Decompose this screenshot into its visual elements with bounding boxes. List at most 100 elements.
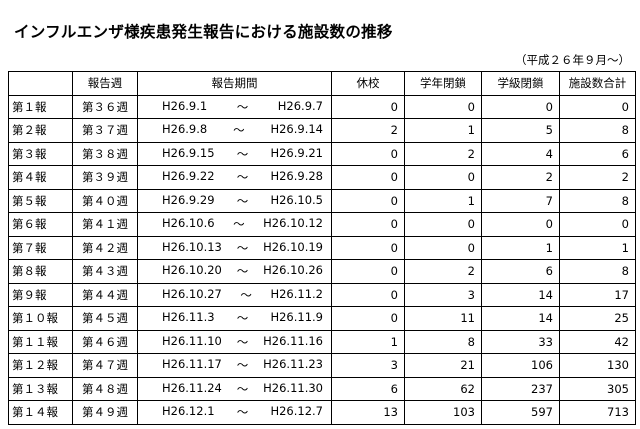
school-closed-count: 0 — [331, 212, 405, 237]
period-separator: ～ — [236, 99, 249, 114]
class-closed-count: 237 — [481, 376, 560, 401]
table-row: 第１報 第３６週 H26.9.1 ～ H26.9.7 0 0 0 0 — [8, 94, 636, 119]
class-closed-count: 33 — [481, 329, 560, 354]
period-separator: ～ — [236, 264, 249, 279]
facility-total: 6 — [559, 141, 636, 166]
period-separator: ～ — [236, 334, 249, 349]
school-closed-count: 6 — [331, 376, 405, 401]
report-period: H26.9.22 ～ H26.9.28 — [137, 165, 332, 190]
period-start: H26.11.24 — [162, 380, 222, 395]
header-school-closed: 休校 — [331, 71, 405, 96]
report-label: 第３報 — [8, 141, 73, 166]
facility-total: 0 — [559, 94, 636, 119]
class-closed-count: 14 — [481, 306, 560, 331]
grade-closed-count: 103 — [404, 400, 482, 425]
table-row: 第２報 第３７週 H26.9.8 ～ H26.9.14 2 1 5 8 — [8, 118, 636, 143]
period-end: H26.9.7 — [277, 98, 323, 113]
header-total: 施設数合計 — [559, 71, 636, 96]
class-closed-count: 106 — [481, 353, 560, 378]
report-week: 第３６週 — [72, 94, 138, 119]
period-separator: ～ — [233, 123, 245, 138]
school-closed-count: 0 — [331, 259, 405, 284]
table-row: 第６報 第４１週 H26.10.6 ～ H26.10.12 0 0 0 0 — [8, 212, 636, 237]
report-week: 第３８週 — [72, 141, 138, 166]
school-closed-count: 3 — [331, 353, 405, 378]
facility-total: 0 — [559, 212, 636, 237]
report-period: H26.11.17 ～ H26.11.23 — [137, 353, 332, 378]
period-end: H26.11.9 — [270, 310, 323, 325]
grade-closed-count: 2 — [404, 259, 482, 284]
period-end: H26.12.7 — [270, 404, 323, 419]
report-label: 第１２報 — [8, 353, 73, 378]
facility-count-table: 報告週 報告期間 休校 学年閉鎖 学級閉鎖 施設数合計 第１報 第３６週 H26.9… — [8, 71, 636, 425]
school-closed-count: 13 — [331, 400, 405, 425]
period-separator: ～ — [240, 287, 252, 302]
period-separator: ～ — [236, 193, 249, 208]
facility-total: 8 — [559, 118, 636, 143]
report-label: 第１３報 — [8, 376, 73, 401]
grade-closed-count: 2 — [404, 141, 482, 166]
school-closed-count: 0 — [331, 188, 405, 213]
grade-closed-count: 8 — [404, 329, 482, 354]
report-week: 第４６週 — [72, 329, 138, 354]
facility-total: 1 — [559, 235, 636, 260]
report-label: 第１４報 — [8, 400, 73, 425]
period-start: H26.10.27 — [162, 286, 222, 301]
header-label — [8, 71, 73, 96]
school-closed-count: 0 — [331, 282, 405, 307]
grade-closed-count: 3 — [404, 282, 482, 307]
period-end: H26.11.2 — [270, 286, 323, 301]
period-note: （平成２６年９月～） — [515, 53, 630, 67]
report-period: H26.9.29 ～ H26.10.5 — [137, 188, 332, 213]
table-row: 第１４報 第４９週 H26.12.1 ～ H26.12.7 13 103 597 713 — [8, 400, 636, 425]
report-week: 第４５週 — [72, 306, 138, 331]
report-week: 第４０週 — [72, 188, 138, 213]
class-closed-count: 1 — [481, 235, 560, 260]
table-row: 第８報 第４３週 H26.10.20 ～ H26.10.26 0 2 6 8 — [8, 259, 636, 284]
class-closed-count: 4 — [481, 141, 560, 166]
period-start: H26.9.8 — [162, 122, 208, 137]
table-row: 第３報 第３８週 H26.9.15 ～ H26.9.21 0 2 4 6 — [8, 141, 636, 166]
report-week: 第４１週 — [72, 212, 138, 237]
grade-closed-count: 11 — [404, 306, 482, 331]
report-period: H26.11.24 ～ H26.11.30 — [137, 376, 332, 401]
report-period: H26.12.1 ～ H26.12.7 — [137, 400, 332, 425]
period-start: H26.11.17 — [162, 357, 222, 372]
report-week: 第４２週 — [72, 235, 138, 260]
period-end: H26.10.12 — [263, 216, 323, 231]
class-closed-count: 597 — [481, 400, 560, 425]
period-end: H26.10.19 — [263, 239, 323, 254]
period-separator: ～ — [236, 381, 249, 396]
facility-total: 713 — [559, 400, 636, 425]
class-closed-count: 0 — [481, 212, 560, 237]
grade-closed-count: 62 — [404, 376, 482, 401]
period-separator: ～ — [236, 146, 249, 161]
facility-total: 42 — [559, 329, 636, 354]
period-start: H26.10.13 — [162, 239, 222, 254]
header-week: 報告週 — [72, 71, 138, 96]
report-week: 第４３週 — [72, 259, 138, 284]
report-week: 第３７週 — [72, 118, 138, 143]
report-week: 第４７週 — [72, 353, 138, 378]
facility-total: 2 — [559, 165, 636, 190]
report-label: 第５報 — [8, 188, 73, 213]
class-closed-count: 7 — [481, 188, 560, 213]
header-row: 報告週 報告期間 休校 学年閉鎖 学級閉鎖 施設数合計 — [8, 71, 636, 96]
report-label: 第８報 — [8, 259, 73, 284]
table-row: 第１０報 第４５週 H26.11.3 ～ H26.11.9 0 11 14 25 — [8, 306, 636, 331]
period-end: H26.9.14 — [270, 122, 323, 137]
period-start: H26.10.6 — [162, 216, 215, 231]
school-closed-count: 0 — [331, 141, 405, 166]
table-row: 第１３報 第４８週 H26.11.24 ～ H26.11.30 6 62 237 305 — [8, 376, 636, 401]
table-row: 第４報 第３９週 H26.9.22 ～ H26.9.28 0 0 2 2 — [8, 165, 636, 190]
period-end: H26.9.21 — [270, 145, 323, 160]
period-start: H26.9.15 — [162, 145, 215, 160]
report-week: 第４４週 — [72, 282, 138, 307]
grade-closed-count: 0 — [404, 212, 482, 237]
report-label: 第７報 — [8, 235, 73, 260]
table-row: 第５報 第４０週 H26.9.29 ～ H26.10.5 0 1 7 8 — [8, 188, 636, 213]
page-title: インフルエンザ様疾患発生報告における施設数の推移 — [14, 23, 393, 41]
school-closed-count: 1 — [331, 329, 405, 354]
period-end: H26.11.30 — [263, 380, 323, 395]
facility-total: 17 — [559, 282, 636, 307]
